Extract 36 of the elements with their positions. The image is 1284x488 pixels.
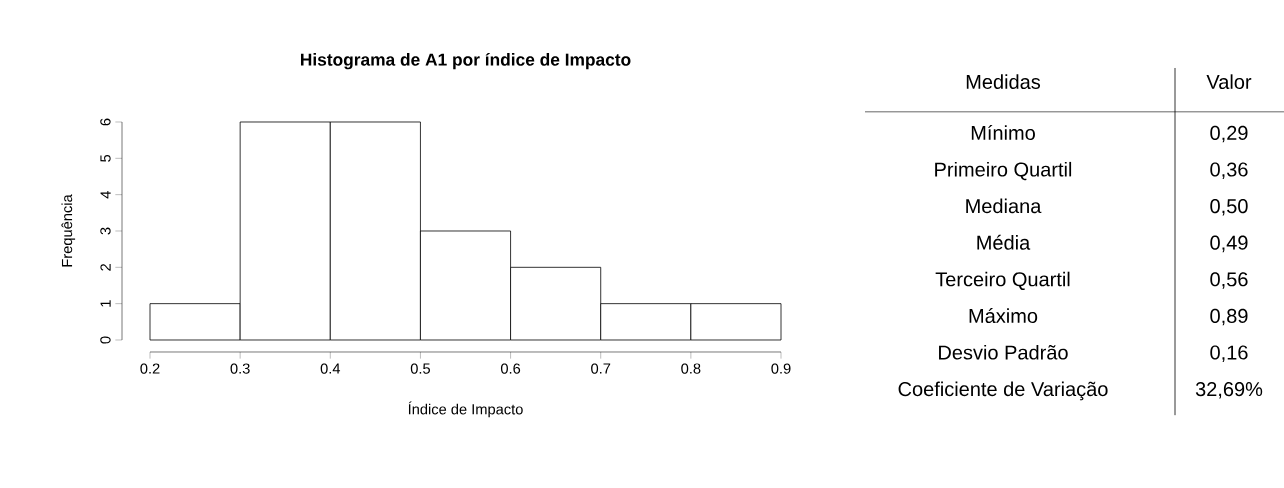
text: Mínimo <box>971 125 1035 140</box>
text: Medidas <box>966 74 1041 89</box>
text: 0,89 <box>1210 308 1248 326</box>
text: 0,16 <box>1210 345 1248 362</box>
text: Primeiro Quartil <box>935 161 1072 181</box>
text: Desvio Padrão <box>939 344 1068 360</box>
text: Coeficiente de Variação <box>898 381 1108 401</box>
text: 0,29 <box>1210 125 1248 143</box>
text: Mediana <box>966 198 1042 214</box>
x-tick-label: 0.5 <box>410 363 430 374</box>
x-axis-title: Índice de Impacto <box>408 401 523 418</box>
y-tick-label: 1 <box>100 300 111 307</box>
x-tick-label: 0.3 <box>230 363 250 374</box>
y-tick-label: 6 <box>100 118 111 126</box>
y-tick-label: 2 <box>100 263 111 271</box>
text: 0,56 <box>1210 272 1248 289</box>
x-tick-label: 0.4 <box>320 363 341 374</box>
y-axis-title: Frequência <box>61 194 76 267</box>
y-tick-label: 5 <box>100 154 111 162</box>
x-tick-label: 0.7 <box>591 363 611 374</box>
text: 32,69% <box>1195 382 1263 399</box>
y-tick-label: 4 <box>100 191 111 199</box>
text: Média <box>977 234 1031 250</box>
y-tick-label: 0 <box>100 336 111 344</box>
x-tick-label: 0.2 <box>140 363 160 374</box>
x-tick-label: 0.6 <box>500 363 521 374</box>
text: Valor <box>1206 74 1252 89</box>
text: 0,50 <box>1210 199 1248 216</box>
text: Terceiro Quartil <box>935 271 1070 290</box>
text: 0,36 <box>1210 162 1248 179</box>
chart-title: Histograma de A1 por índice de Impacto <box>301 52 631 70</box>
text: 0,49 <box>1210 235 1248 253</box>
y-tick-label: 3 <box>100 227 111 235</box>
text: Máximo <box>969 308 1038 323</box>
x-tick-label: 0.9 <box>771 363 791 374</box>
x-tick-label: 0.8 <box>681 363 701 374</box>
